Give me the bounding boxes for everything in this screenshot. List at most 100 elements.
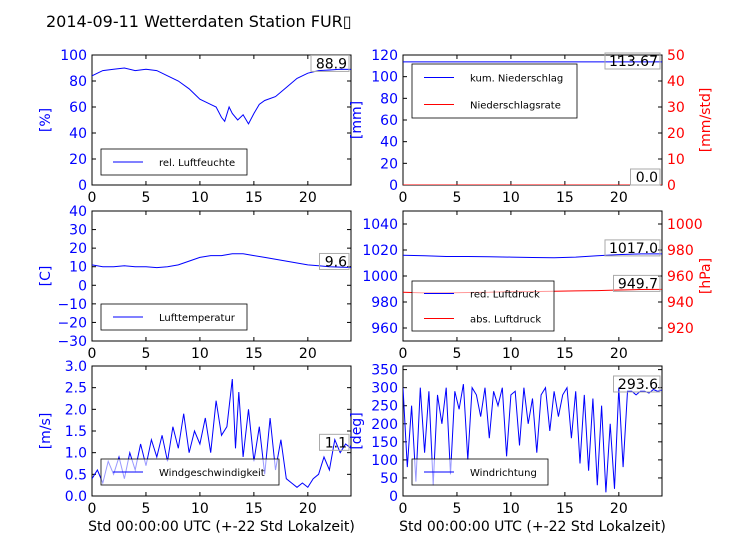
x-tick-label: 10	[502, 501, 520, 517]
legend-label: Windrichtung	[470, 468, 537, 479]
y2-tick-label: 940	[667, 295, 694, 311]
y-axis-label: [C]	[38, 266, 54, 287]
y-tick-label: 100	[371, 453, 398, 469]
y-tick-label: 0	[389, 489, 398, 505]
legend-box	[411, 458, 549, 486]
x-tick-label: 20	[299, 501, 317, 517]
y-tick-label: −30	[57, 334, 87, 350]
y-tick-label: 1040	[362, 217, 398, 233]
legend-label: abs. Luftdruck	[470, 315, 541, 326]
x-tick-label: 10	[191, 501, 209, 517]
value-label-box	[604, 52, 661, 70]
y-tick-label: 50	[380, 471, 398, 487]
series-line	[403, 384, 662, 493]
x-tick-label: 20	[299, 190, 317, 206]
value-label-box	[604, 239, 661, 257]
x-tick-label: 15	[556, 190, 574, 206]
x-tick-label: 15	[245, 346, 263, 362]
y2-tick-label: 30	[667, 100, 685, 116]
x-axis-label: Std 00:00:00 UTC (+-22 Std Lokalzeit)	[399, 519, 666, 535]
plot-frame	[91, 54, 352, 186]
y-tick-label: 1000	[362, 269, 398, 285]
y-tick-label: 20	[69, 241, 87, 257]
y2-tick-label: 40	[667, 74, 685, 90]
value-label: 113.67	[609, 54, 658, 70]
value-label: 1017.0	[609, 241, 658, 257]
x-tick-label: 0	[399, 501, 408, 517]
x-tick-label: 5	[452, 190, 461, 206]
x-tick-label: 15	[245, 190, 263, 206]
x-tick-label: 0	[88, 501, 97, 517]
value-label: 0.0	[636, 170, 658, 186]
y-tick-label: −20	[57, 315, 87, 331]
y-axis-label: [mm]	[349, 101, 365, 139]
x-axis-label: Std 00:00:00 UTC (+-22 Std Lokalzeit)	[88, 519, 355, 535]
series-line	[92, 67, 351, 125]
legend-label: Niederschlagsrate	[470, 101, 561, 112]
legend-box	[411, 280, 555, 332]
y-tick-label: 40	[69, 126, 87, 142]
y-axis-label: [deg]	[349, 412, 365, 449]
x-tick-label: 0	[399, 190, 408, 206]
y-tick-label: 1.5	[65, 424, 87, 440]
value-label-box	[613, 274, 661, 292]
y-tick-label: 0.5	[65, 467, 87, 483]
chart-panel-4: 0 5 10 15 20 960 980 1000 1020 1040 920 940 960 980 10…	[362, 210, 714, 362]
y-tick-label: 100	[371, 70, 398, 86]
x-tick-label: 5	[141, 501, 150, 517]
plot-frame	[402, 365, 663, 497]
y2-tick-label: 20	[667, 126, 685, 142]
y-tick-label: 2.0	[65, 402, 87, 418]
x-tick-label: 10	[191, 346, 209, 362]
x-tick-label: 20	[610, 190, 628, 206]
value-label: 293.6	[618, 377, 658, 393]
value-label-box	[630, 168, 661, 186]
y-tick-label: 0	[78, 178, 87, 194]
value-label-box	[319, 252, 350, 270]
chart-panel-1: 0 5 10 15 20 0 20 40 60 80 100 [%] 88.9 rel. Luftfeuc…	[38, 48, 352, 206]
y-tick-label: 80	[380, 91, 398, 107]
y-tick-label: 20	[380, 156, 398, 172]
y2-tick-label: 1000	[667, 217, 703, 233]
y-tick-label: 40	[69, 204, 87, 220]
value-label-box	[319, 433, 350, 451]
legend-label: Windgeschwindigkeit	[159, 468, 265, 479]
value-label-box	[613, 375, 661, 393]
value-label: 1.1	[325, 435, 347, 451]
chart-panel-2: 0 5 10 15 20 0 20 40 60 80 100 120 0 10 20 30 40 50 [mm] [m…	[349, 48, 714, 206]
x-tick-label: 0	[399, 346, 408, 362]
y-tick-label: 250	[371, 399, 398, 415]
x-tick-label: 5	[452, 501, 461, 517]
x-tick-label: 10	[191, 190, 209, 206]
y-tick-label: 0	[78, 278, 87, 294]
y-tick-label: 10	[69, 260, 87, 276]
y-tick-label: 100	[60, 48, 87, 64]
x-tick-label: 15	[556, 501, 574, 517]
y2-tick-label: 10	[667, 152, 685, 168]
chart-panel-5: 0 5 10 15 20 0.0 0.5 1.0 1.5 2.0 2.5 3.0 [m/s] Std 00…	[38, 359, 355, 535]
y-tick-label: −10	[57, 297, 87, 313]
y2-tick-label: 50	[667, 48, 685, 64]
y-tick-label: 40	[380, 135, 398, 151]
y-tick-label: 1020	[362, 243, 398, 259]
x-tick-label: 10	[502, 346, 520, 362]
y-tick-label: 150	[371, 435, 398, 451]
x-tick-label: 10	[502, 190, 520, 206]
value-label-box	[310, 54, 350, 72]
series-line	[403, 253, 662, 259]
y-tick-label: 120	[371, 48, 398, 64]
y2-tick-label: 960	[667, 269, 694, 285]
legend-label: red. Luftdruck	[470, 290, 540, 301]
chart-panel-3: 0 5 10 15 20 −30 −20 −10 0 10 20 30 40 [C] 9.6 Lufttemp…	[38, 204, 352, 362]
x-tick-label: 15	[245, 501, 263, 517]
x-tick-label: 20	[610, 501, 628, 517]
value-label: 88.9	[316, 56, 347, 72]
legend-box	[411, 63, 578, 119]
y-tick-label: 960	[371, 321, 398, 337]
y-tick-label: 200	[371, 417, 398, 433]
y2-tick-label: 980	[667, 243, 694, 259]
y2-tick-label: 0	[667, 178, 676, 194]
